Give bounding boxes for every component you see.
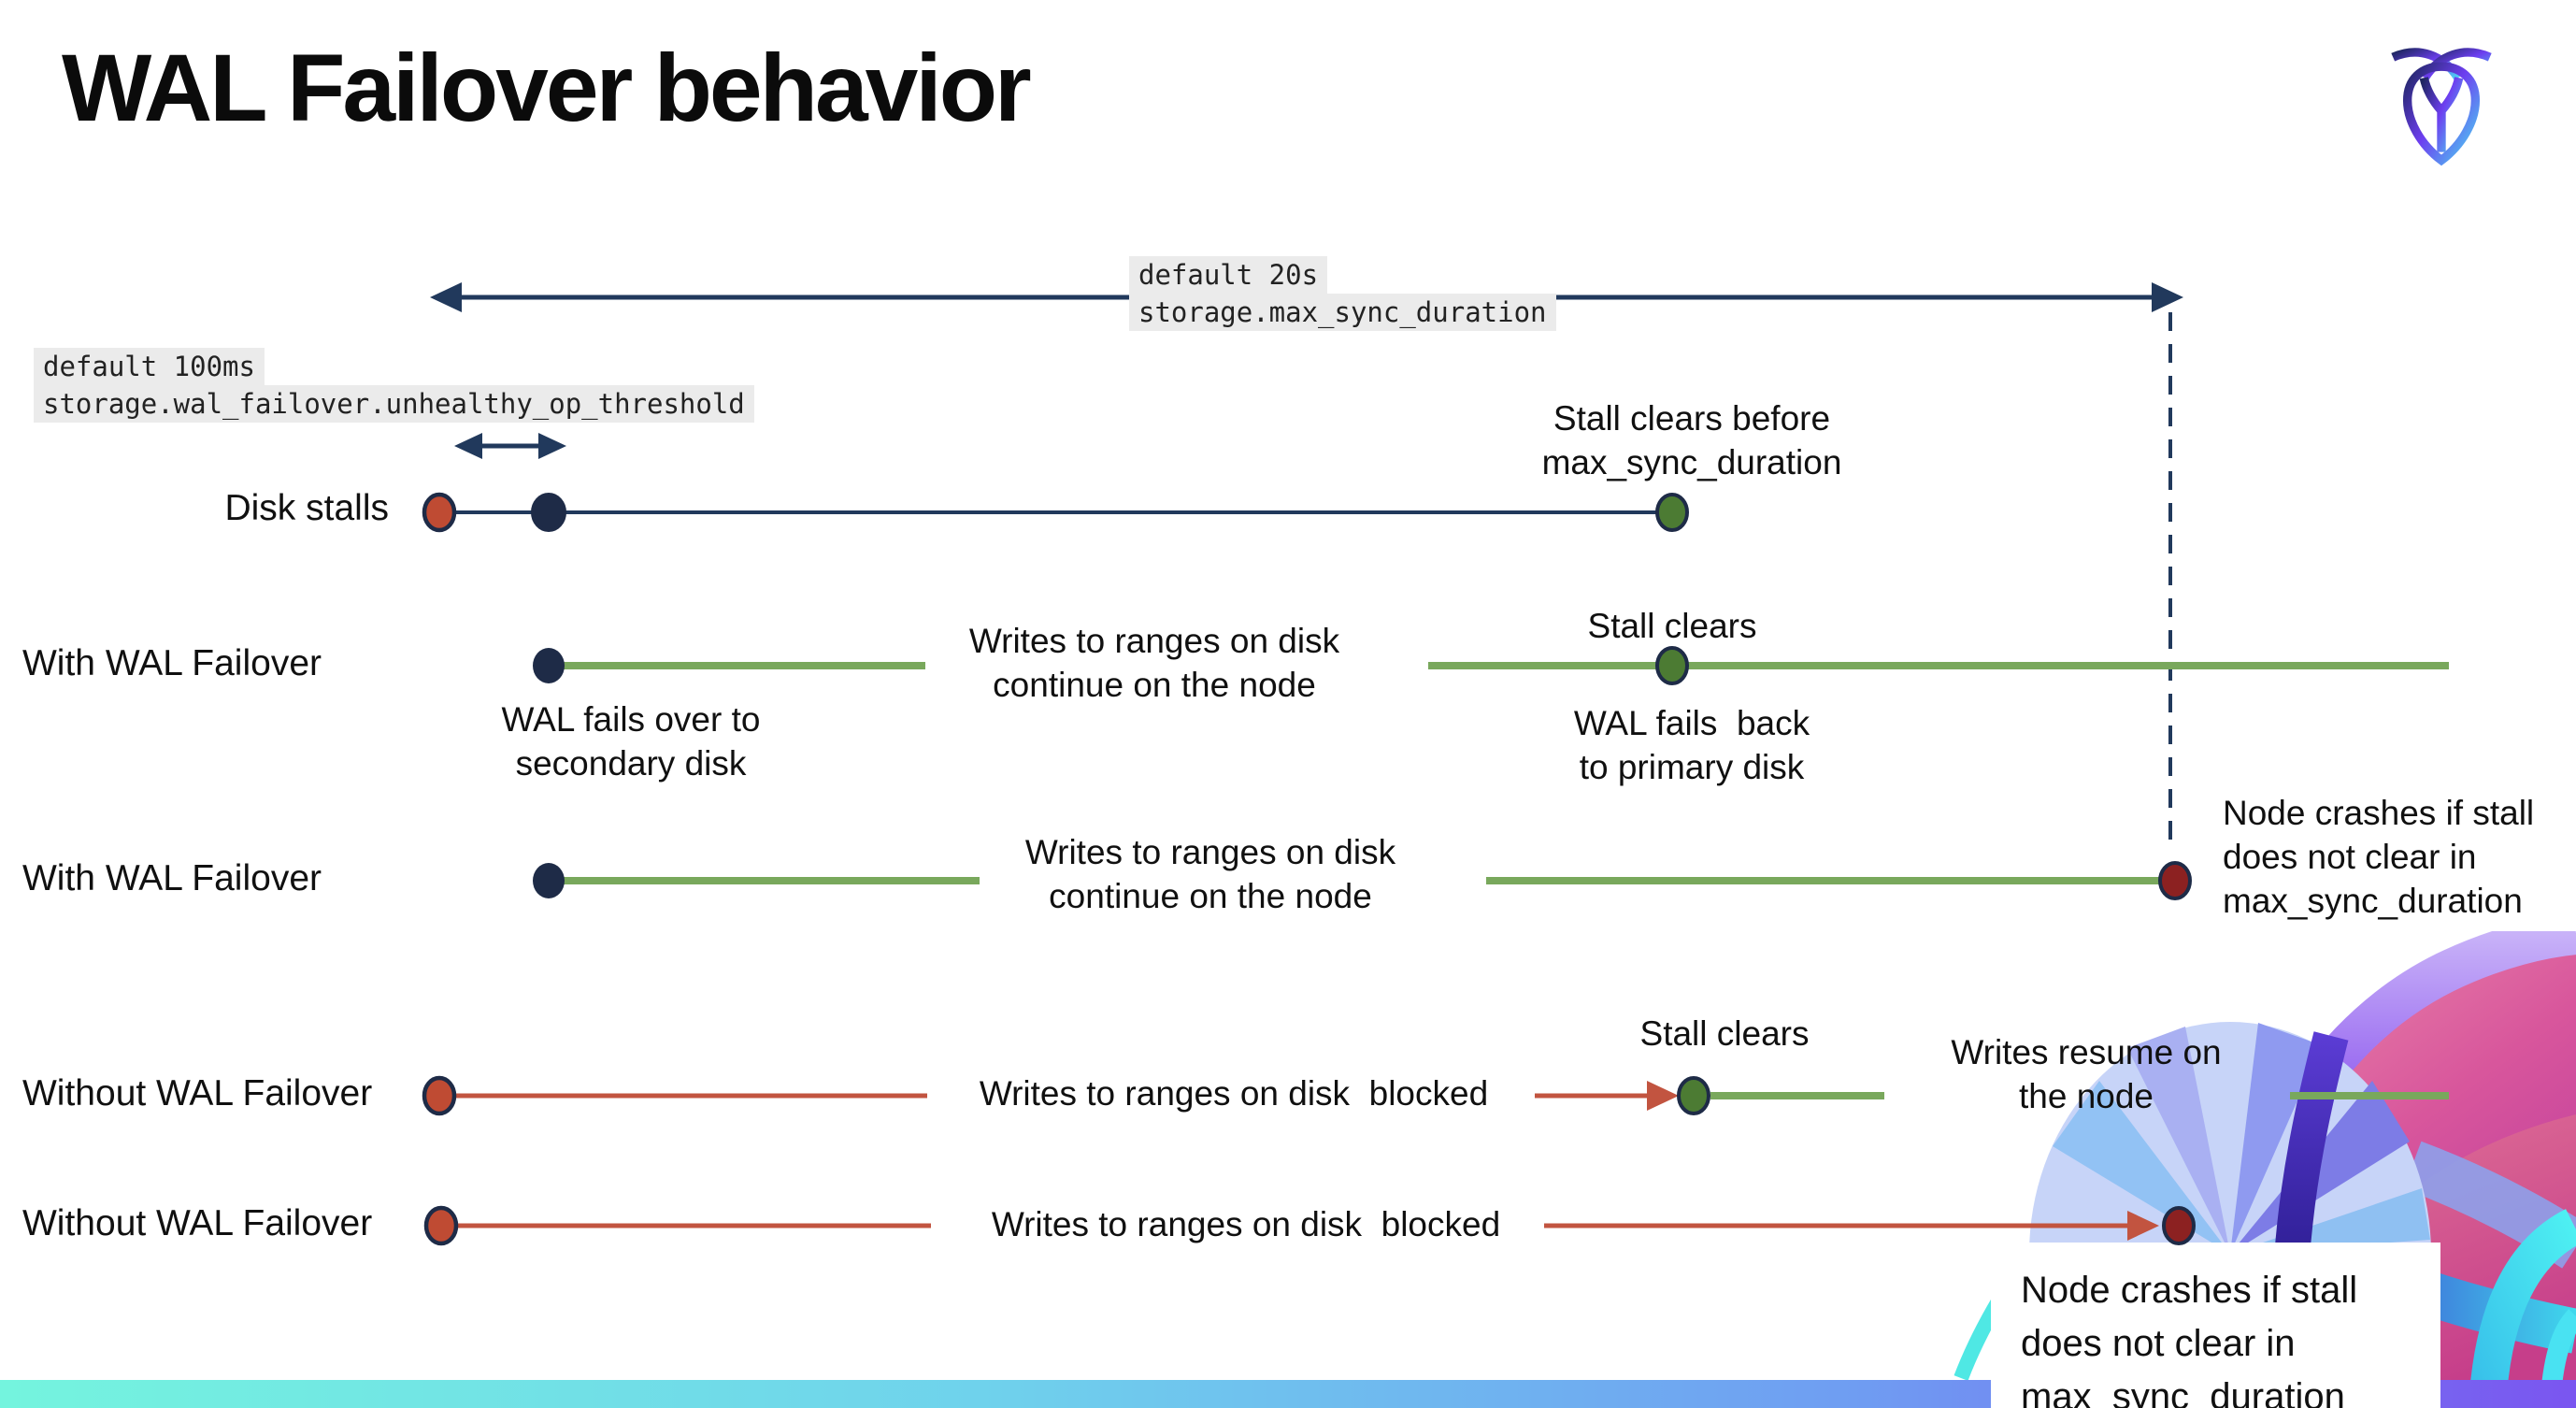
unhealthy-op-setting-label: storage.wal_failover.unhealthy_op_thresh… <box>34 385 754 423</box>
row-label-without-wal-failover-1: Without WAL Failover <box>22 1073 373 1113</box>
max-sync-duration-callout: default 20s storage.max_sync_duration <box>1129 256 1556 331</box>
timeline-without-wal-failover-1 <box>422 1075 2449 1116</box>
stall-start-dot <box>422 1075 457 1116</box>
unhealthy-op-threshold-span-arrow <box>454 433 566 459</box>
annotation-writes-continue-2: Writes to ranges on disk continue on the… <box>1024 833 1396 915</box>
annotation-writes-resume: Writes resume on the node <box>1951 1033 2222 1115</box>
stall-clear-dot <box>1677 1076 1710 1115</box>
failover-dot <box>533 863 565 898</box>
annotation-wal-fails-back: WAL fails back to primary disk <box>1573 704 1810 786</box>
annotation-node-crashes-1: Node crashes if stall does not clear in … <box>2223 794 2535 920</box>
crash-dot <box>2162 1206 2196 1245</box>
art-indigo-band <box>2274 1031 2349 1260</box>
art-petal-3 <box>2230 1023 2322 1254</box>
logo-stem <box>2419 77 2464 152</box>
stall-start-dot <box>422 492 457 533</box>
crash-dot <box>2158 861 2192 900</box>
annotation-stall-clears-1: Stall clears <box>1587 607 1757 645</box>
failback-dot <box>1655 646 1689 685</box>
row-label-with-wal-failover-1: With WAL Failover <box>22 643 322 683</box>
art-petal-2 <box>2127 1027 2230 1254</box>
max-sync-default-label: default 20s <box>1129 256 1328 294</box>
node-crash-callout-box <box>1991 1243 2440 1408</box>
page-title: WAL Failover behavior <box>62 35 1032 141</box>
timeline-with-wal-failover-1 <box>533 646 2449 685</box>
annotation-writes-blocked-1: Writes to ranges on disk blocked <box>979 1074 1489 1113</box>
timeline-without-wal-failover-2 <box>423 1205 2196 1246</box>
cockroach-logo-icon <box>2391 48 2492 166</box>
crash-arrowhead <box>2127 1211 2159 1241</box>
row-label-without-wal-failover-2: Without WAL Failover <box>22 1203 373 1243</box>
timeline-with-wal-failover-2 <box>533 861 2192 900</box>
blocked-arrowhead <box>1647 1081 1679 1111</box>
annotation-stall-clears-before: Stall clears before max_sync_duration <box>1541 399 1842 481</box>
unhealthy-op-threshold-callout: default 100ms storage.wal_failover.unhea… <box>34 348 754 423</box>
annotation-writes-blocked-2: Writes to ranges on disk blocked <box>991 1205 1501 1243</box>
stall-clear-dot <box>1655 493 1689 532</box>
threshold-dot <box>531 493 566 532</box>
art-cyan-leg-a <box>2469 1209 2576 1408</box>
annotation-node-crashes-2: Node crashes if stall does not clear in … <box>2021 1270 2358 1408</box>
stall-start-dot <box>423 1205 459 1246</box>
annotation-writes-continue-1: Writes to ranges on disk continue on the… <box>968 622 1340 704</box>
timeline-disk-stalls <box>422 492 1689 533</box>
failover-dot <box>533 648 565 683</box>
annotation-stall-clears-2: Stall clears <box>1639 1014 1810 1053</box>
row-label-with-wal-failover-2: With WAL Failover <box>22 858 322 898</box>
row-label-disk-stalls: Disk stalls <box>224 488 389 528</box>
logo-body <box>2402 62 2481 166</box>
unhealthy-op-default-label: default 100ms <box>34 348 265 385</box>
max-sync-setting-label: storage.max_sync_duration <box>1129 294 1556 331</box>
annotation-wal-fails-over: WAL fails over to secondary disk <box>501 700 761 783</box>
